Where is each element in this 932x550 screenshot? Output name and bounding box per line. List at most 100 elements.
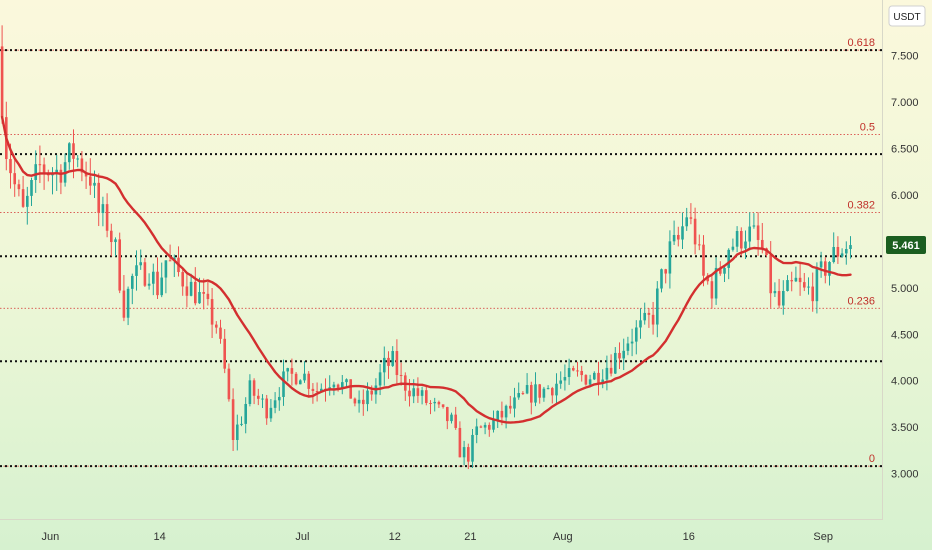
candle-body xyxy=(664,269,668,274)
candle-body xyxy=(13,173,17,185)
candle-body xyxy=(794,277,798,282)
candle-body xyxy=(67,143,71,163)
candle-body xyxy=(93,182,96,186)
candle-body xyxy=(786,280,789,291)
candle-body xyxy=(647,312,651,315)
candle-body xyxy=(739,231,743,249)
candle-body xyxy=(256,395,260,399)
candle-body xyxy=(559,380,563,384)
candle-body xyxy=(294,373,298,385)
candle-body xyxy=(231,399,235,440)
candle-body xyxy=(105,204,109,231)
moving-average-line xyxy=(0,115,852,424)
candle-body xyxy=(756,225,760,240)
x-tick-label: 16 xyxy=(683,531,695,543)
candle-body xyxy=(492,419,495,430)
x-tick-label: 14 xyxy=(153,531,165,543)
candle-body xyxy=(727,249,731,268)
candle-body xyxy=(844,249,848,254)
x-tick-label: Jul xyxy=(295,531,309,543)
candle-body xyxy=(164,260,168,278)
y-tick-label: 6.500 xyxy=(891,144,919,156)
candle-body xyxy=(823,261,827,276)
candle-body xyxy=(202,292,206,294)
candle-body xyxy=(504,405,508,418)
candle-body xyxy=(286,368,290,372)
candle-body xyxy=(609,367,613,374)
candle-body xyxy=(521,393,525,395)
last-price-box xyxy=(886,236,926,255)
candle-body xyxy=(622,350,626,359)
candle-body xyxy=(55,169,59,174)
candle-body xyxy=(219,327,222,339)
candle-body xyxy=(458,427,462,458)
candle-body xyxy=(429,402,432,404)
candle-body xyxy=(752,225,756,227)
candle-body xyxy=(261,398,264,400)
candle-body xyxy=(525,385,529,394)
candle-body xyxy=(361,399,365,405)
candle-body xyxy=(597,372,600,384)
candle-body xyxy=(441,404,445,408)
candle-body xyxy=(340,382,344,389)
candle-body xyxy=(399,375,403,377)
candle-body xyxy=(849,245,852,250)
candle-body xyxy=(147,283,151,286)
y-tick-label: 5.000 xyxy=(891,283,919,295)
last-price-value: 5.461 xyxy=(892,240,920,252)
candle-body xyxy=(714,267,718,299)
candle-body xyxy=(135,265,138,276)
x-tick-label: 21 xyxy=(464,531,476,543)
candle-body xyxy=(618,352,621,359)
candle-body xyxy=(588,379,592,385)
candle-body xyxy=(571,368,575,371)
candle-body xyxy=(781,290,785,306)
candle-body xyxy=(298,380,302,385)
candle-body xyxy=(513,397,516,409)
candle-body xyxy=(273,400,277,408)
candle-body xyxy=(496,410,500,420)
candle-body xyxy=(454,414,458,428)
candle-body xyxy=(811,286,815,302)
candle-body xyxy=(311,388,315,392)
candle-body xyxy=(445,407,449,422)
candle-body xyxy=(235,424,239,440)
price-axis[interactable]: 3.0003.5004.0004.5005.0005.5006.0006.500… xyxy=(891,51,919,481)
candle-body xyxy=(798,277,802,283)
candle-body xyxy=(580,370,584,376)
horizontal-levels xyxy=(0,49,882,468)
candle-body xyxy=(517,393,521,398)
candle-body xyxy=(181,272,185,287)
candle-body xyxy=(88,176,92,186)
candle-body xyxy=(681,226,684,240)
candle-body xyxy=(76,158,80,160)
candle-body xyxy=(592,372,596,380)
candle-body xyxy=(223,338,227,369)
candle-body xyxy=(303,373,306,381)
candle-body xyxy=(529,385,533,403)
candle-body xyxy=(697,244,701,246)
candle-body xyxy=(189,281,193,296)
candle-body xyxy=(508,405,512,409)
candle-body xyxy=(277,396,281,401)
candle-body xyxy=(395,351,399,376)
time-axis[interactable]: Jun 14 Jul 12 21 Aug 16 Sep xyxy=(42,531,833,543)
candle-body xyxy=(378,372,382,386)
y-tick-label: 4.500 xyxy=(891,329,919,341)
candle-body xyxy=(790,280,794,282)
candle-body xyxy=(130,275,134,289)
candle-body xyxy=(122,290,126,318)
candle-body xyxy=(475,426,479,435)
candle-body xyxy=(773,291,777,294)
candle-body xyxy=(479,426,483,428)
candle-body xyxy=(160,277,164,296)
currency-badge: USDT xyxy=(888,5,926,27)
candle-body xyxy=(370,390,374,395)
candle-body xyxy=(206,293,210,300)
candle-body xyxy=(693,218,697,245)
candle-body xyxy=(483,424,487,428)
candle-body xyxy=(744,241,747,249)
candle-body xyxy=(613,352,617,374)
candle-body xyxy=(777,291,781,306)
candle-body xyxy=(471,434,474,462)
